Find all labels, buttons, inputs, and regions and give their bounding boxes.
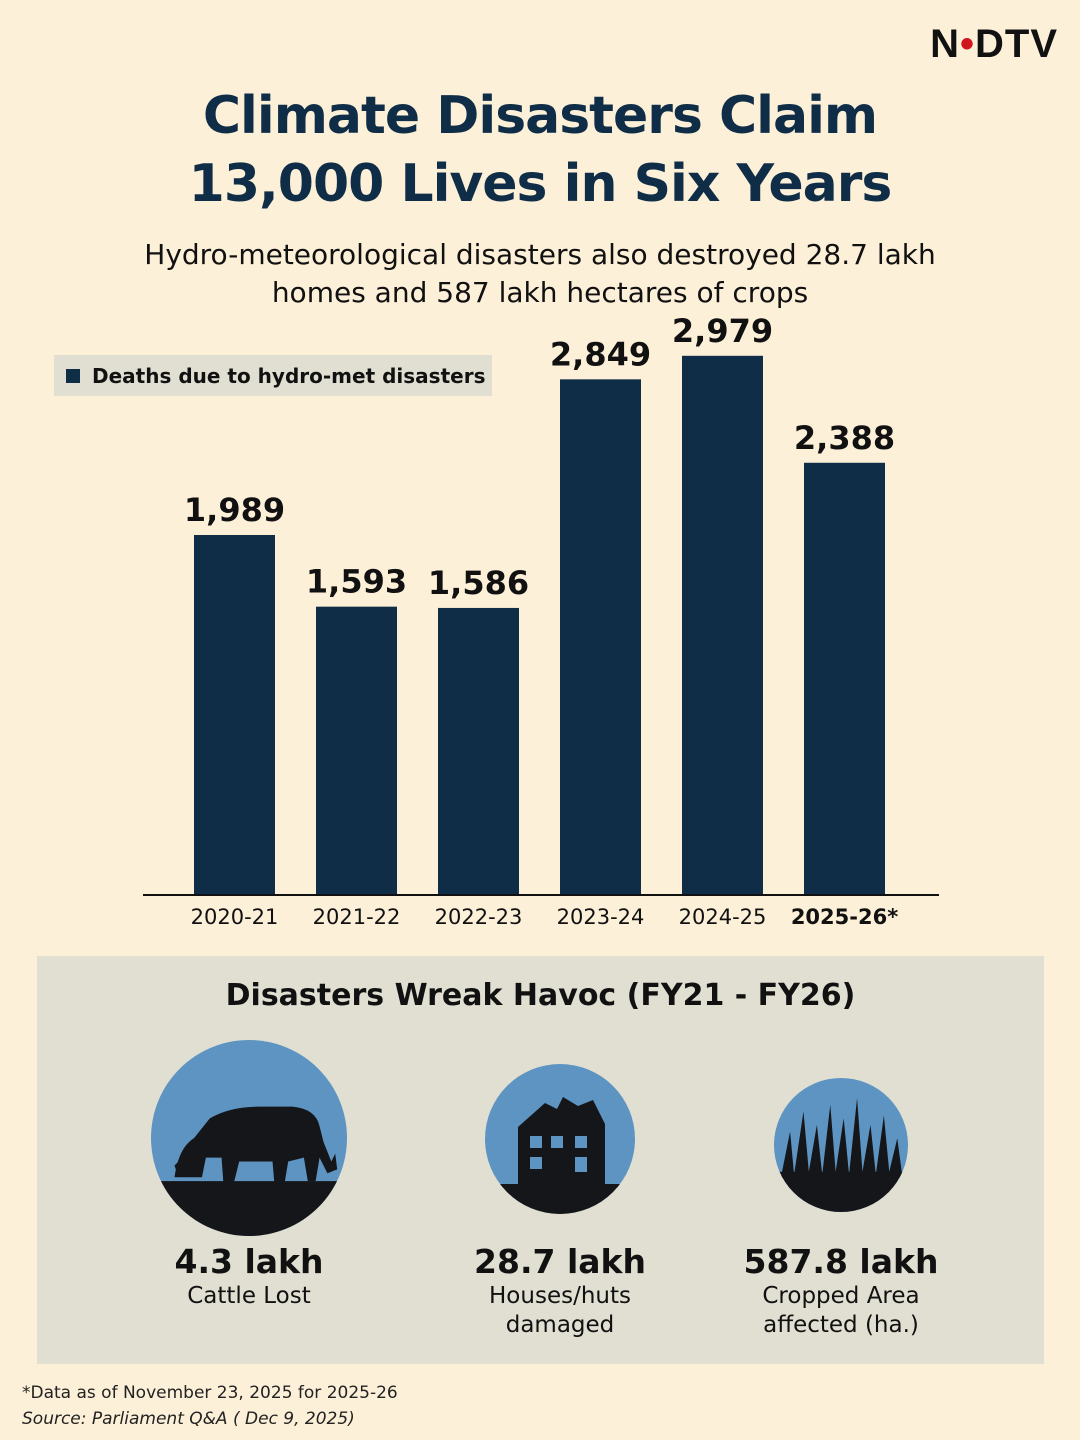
page-title: Climate Disasters Claim 13,000 Lives in … xyxy=(40,82,1040,218)
footnote: *Data as of November 23, 2025 for 2025-2… xyxy=(22,1380,398,1432)
panel-title: Disasters Wreak Havoc (FY21 - FY26) xyxy=(225,978,856,1013)
subtitle-line-2: homes and 587 lakh hectares of crops xyxy=(271,276,809,309)
x-tick-label: 2022-23 xyxy=(435,905,523,929)
stat-value: 587.8 lakh xyxy=(743,1242,939,1281)
source-note: Source: Parliament Q&A ( Dec 9, 2025) xyxy=(22,1409,355,1429)
stat-houses: 28.7 lakh Houses/huts damaged xyxy=(410,1242,710,1340)
bar-value-label: 1,593 xyxy=(306,563,407,601)
subtitle-line-1: Hydro-meteorological disasters also dest… xyxy=(144,238,936,271)
x-tick-label: 2021-22 xyxy=(313,905,401,929)
house-icon xyxy=(485,1064,635,1214)
legend-swatch xyxy=(66,368,80,383)
title-line-1: Climate Disasters Claim xyxy=(202,86,878,146)
x-tick-label: 2025-26* xyxy=(791,905,898,929)
x-tick-label: 2020-21 xyxy=(191,905,279,929)
stat-label: Houses/huts xyxy=(489,1283,631,1309)
page-subtitle: Hydro-meteorological disasters also dest… xyxy=(40,236,1040,312)
stat-cattle: 4.3 lakh Cattle Lost xyxy=(99,1242,399,1311)
bar-2020-21 xyxy=(194,534,275,895)
data-note: *Data as of November 23, 2025 for 2025-2… xyxy=(22,1383,398,1403)
title-line-2: 13,000 Lives in Six Years xyxy=(188,154,893,214)
bar-value-label: 2,979 xyxy=(672,312,773,350)
bar-value-label: 2,388 xyxy=(794,419,895,457)
bar-2022-23 xyxy=(438,607,519,895)
stat-label: Cropped Area xyxy=(762,1283,920,1309)
stat-label-2: damaged xyxy=(505,1312,615,1338)
stat-crops: 587.8 lakh Cropped Area affected (ha.) xyxy=(691,1242,991,1340)
stat-label: Cattle Lost xyxy=(187,1283,311,1309)
deaths-bar-chart: 1,989 2020-21 1,593 2021-22 1,586 2022-23 2,84… xyxy=(143,312,939,929)
bar-value-label: 1,586 xyxy=(428,564,529,602)
x-tick-label: 2023-24 xyxy=(557,905,645,929)
x-tick-label: 2024-25 xyxy=(679,905,767,929)
bar-value-label: 2,849 xyxy=(550,335,651,373)
cow-icon xyxy=(151,1040,347,1236)
bar-value-label: 1,989 xyxy=(184,491,285,529)
stat-label-2: affected (ha.) xyxy=(763,1312,919,1338)
stat-value: 4.3 lakh xyxy=(174,1242,324,1281)
bar-2021-22 xyxy=(316,606,397,895)
bar-2023-24 xyxy=(560,379,641,895)
chart-legend: Deaths due to hydro-met disasters xyxy=(54,355,492,396)
ndtv-logo: N•DTV xyxy=(930,22,1058,66)
legend-label: Deaths due to hydro-met disasters xyxy=(92,363,486,388)
bar-2025-26* xyxy=(804,462,885,895)
crop-icon xyxy=(774,1078,908,1212)
bar-2024-25 xyxy=(682,355,763,895)
havoc-panel: Disasters Wreak Havoc (FY21 - FY26) 4.3 … xyxy=(37,956,1044,1364)
stat-value: 28.7 lakh xyxy=(474,1242,646,1281)
